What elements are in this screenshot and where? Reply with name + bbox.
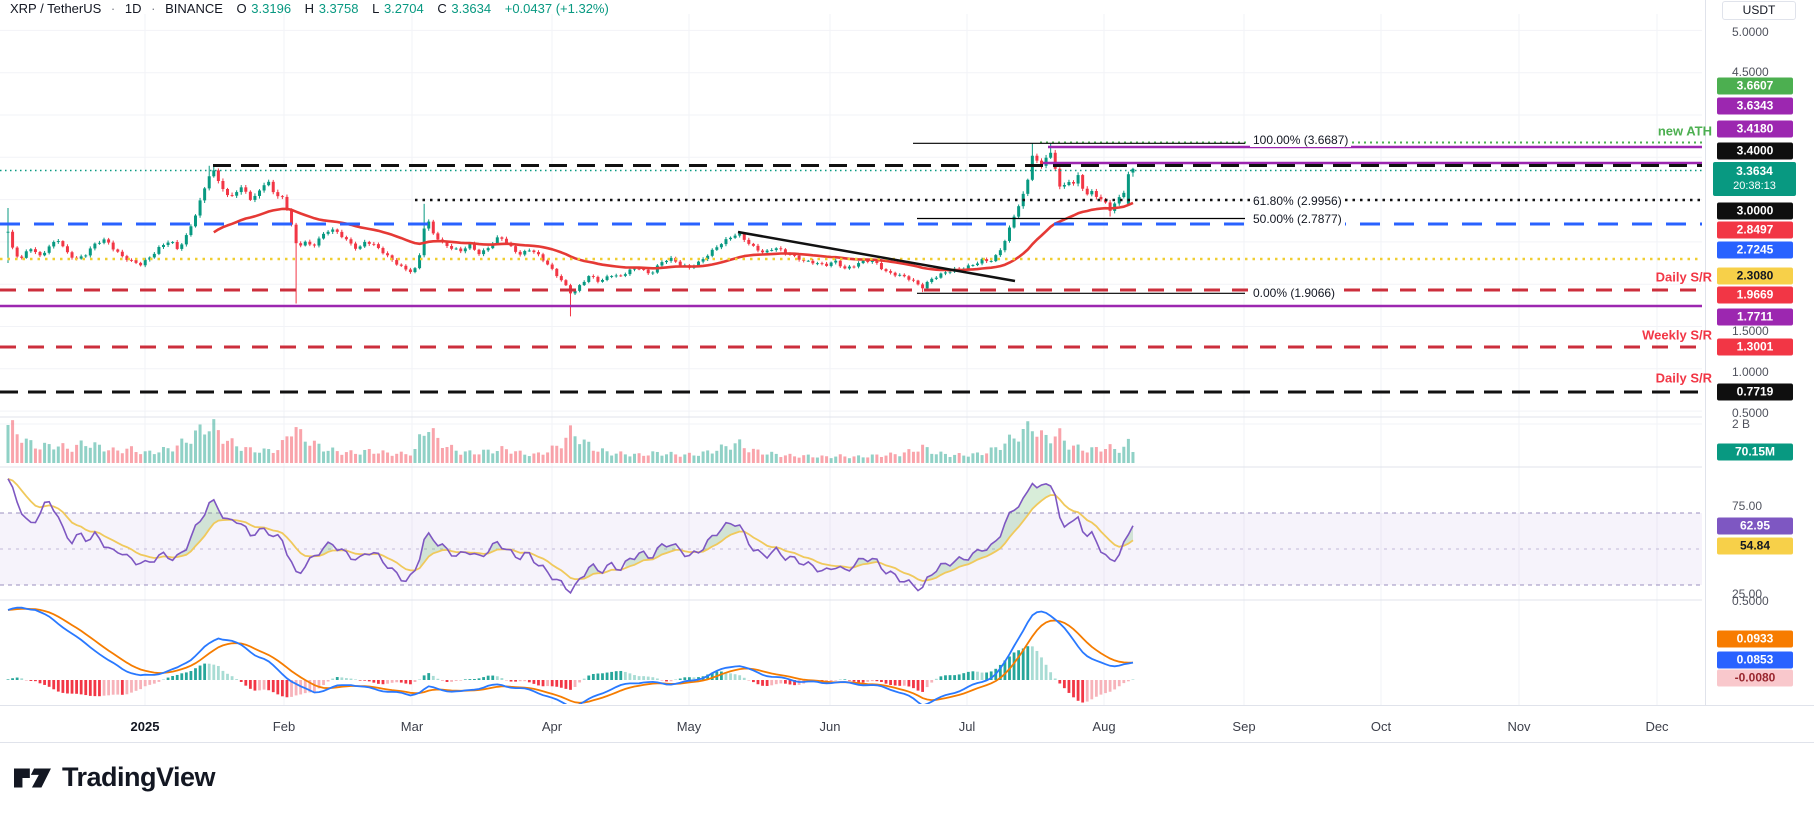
price-label: 3.4000 xyxy=(1717,142,1793,160)
high-label: H xyxy=(304,1,315,16)
fib-label-618[interactable]: 61.80% (2.9956) xyxy=(1250,194,1345,208)
symbol-legend[interactable]: XRP / TetherUS · 1D · BINANCE O 3.3196 H… xyxy=(10,1,619,16)
time-axis-label-jun[interactable]: Jun xyxy=(819,719,841,734)
low-label: L xyxy=(372,1,380,16)
high-value: 3.3758 xyxy=(318,1,359,16)
scale-tick: 0.5000 xyxy=(1732,594,1769,608)
volume-series xyxy=(6,419,1135,463)
price-label: 1.9669 xyxy=(1717,286,1793,304)
scale-tick: 2 B xyxy=(1732,417,1751,431)
scale-tick: 0.5000 xyxy=(1732,406,1769,420)
time-axis-label-2025[interactable]: 2025 xyxy=(130,719,160,734)
low-value: 3.2704 xyxy=(383,1,424,16)
scale-tick: 4.5000 xyxy=(1732,65,1769,79)
time-axis-label-nov[interactable]: Nov xyxy=(1507,719,1531,734)
time-axis-label-oct[interactable]: Oct xyxy=(1370,719,1392,734)
price-label: 70.15M xyxy=(1717,443,1793,461)
macd-indicator xyxy=(6,606,1135,704)
scale-tick: 1.0000 xyxy=(1732,365,1769,379)
new-ath-label[interactable]: new ATH xyxy=(1657,123,1712,139)
close-value: 3.3634 xyxy=(451,1,492,16)
price-label: 2.7245 xyxy=(1717,241,1793,259)
rsi-ma-line xyxy=(7,477,1134,582)
scale-tick: 25.00 xyxy=(1732,587,1763,601)
gridlines xyxy=(0,14,1702,705)
weekly-sr-label[interactable]: Weekly S/R xyxy=(1642,327,1712,343)
price-label: 0.0853 xyxy=(1717,651,1793,669)
fib-label-0[interactable]: 0.00% (1.9066) xyxy=(1250,286,1339,300)
legend-separator: · xyxy=(151,1,156,16)
time-axis-label-apr[interactable]: Apr xyxy=(541,719,563,734)
current-price-label: 3.3634 20:38:13 xyxy=(1713,162,1796,196)
price-label: 62.95 xyxy=(1717,517,1793,535)
tradingview-logo-icon xyxy=(14,768,51,787)
price-ma-line xyxy=(213,201,1134,272)
price-label: -0.0080 xyxy=(1717,669,1793,687)
symbol-name[interactable]: XRP / TetherUS xyxy=(10,1,102,16)
price-label: 3.6343 xyxy=(1717,97,1793,115)
price-scale-border xyxy=(1705,0,1706,742)
macd-signal-line xyxy=(7,607,1133,704)
rsi-indicator xyxy=(7,477,1134,595)
time-axis-label-aug[interactable]: Aug xyxy=(1092,719,1116,734)
price-label: 3.0000 xyxy=(1717,202,1793,220)
horizontal-levels xyxy=(0,141,1702,394)
time-axis-label-sep[interactable]: Sep xyxy=(1232,719,1256,734)
scale-tick: 75.00 xyxy=(1732,499,1763,513)
close-label: C xyxy=(437,1,447,16)
time-axis-label-may[interactable]: May xyxy=(676,719,702,734)
price-label: 3.6607 xyxy=(1717,77,1793,95)
price-label: 2.3080 xyxy=(1717,267,1793,285)
time-axis[interactable]: 2025 Feb Mar Apr May Jun Jul Aug Sep Oct Nov Dec xyxy=(0,705,1814,743)
trendline xyxy=(737,230,1016,283)
change-value: +0.0437 (+1.32%) xyxy=(504,1,609,16)
price-label: 2.8497 xyxy=(1717,221,1793,239)
time-axis-label-jul[interactable]: Jul xyxy=(958,719,976,734)
exchange-name[interactable]: BINANCE xyxy=(165,1,223,16)
price-label: 1.7711 xyxy=(1717,308,1793,326)
time-axis-label-mar[interactable]: Mar xyxy=(400,719,424,734)
daily-sr-label-2[interactable]: Daily S/R xyxy=(1655,370,1712,386)
scale-tick: 1.5000 xyxy=(1732,324,1769,338)
rsi-line xyxy=(7,478,1134,595)
open-label: O xyxy=(236,1,247,16)
fib-label-50[interactable]: 50.00% (2.7877) xyxy=(1250,212,1345,226)
price-label: 3.4180 xyxy=(1717,120,1793,138)
time-axis-label-dec[interactable]: Dec xyxy=(1645,719,1669,734)
tradingview-logo-text: TradingView xyxy=(62,762,216,792)
open-value: 3.3196 xyxy=(251,1,292,16)
currency-button[interactable]: USDT xyxy=(1722,1,1796,20)
scale-tick: 5.0000 xyxy=(1732,25,1769,39)
tradingview-branding[interactable]: TradingView xyxy=(14,762,216,793)
price-label: 0.7719 xyxy=(1717,383,1793,401)
daily-sr-label-1[interactable]: Daily S/R xyxy=(1655,269,1712,285)
timeframe[interactable]: 1D xyxy=(124,1,142,16)
price-label: 1.3001 xyxy=(1717,338,1793,356)
fib-label-100[interactable]: 100.00% (3.6687) xyxy=(1250,133,1352,147)
chart-canvas[interactable] xyxy=(0,0,1814,742)
legend-separator: · xyxy=(110,1,116,16)
price-label: 0.0933 xyxy=(1717,630,1793,648)
macd-line xyxy=(7,606,1134,704)
time-axis-label-feb[interactable]: Feb xyxy=(272,719,296,734)
price-label: 54.84 xyxy=(1717,537,1793,555)
chart-bottom-border xyxy=(0,742,1814,743)
